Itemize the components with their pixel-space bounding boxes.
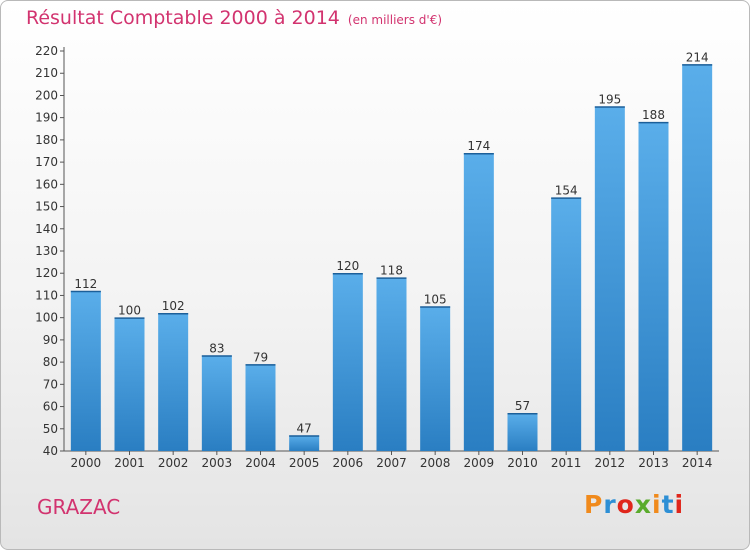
bar	[594, 106, 625, 452]
x-tick-label: 2003	[202, 456, 233, 470]
town-name: GRAZAC	[37, 495, 121, 519]
y-tick-label: 170	[35, 155, 58, 169]
bar	[420, 306, 451, 451]
chart-unit: (en milliers d'€)	[347, 13, 443, 27]
bar	[551, 197, 582, 451]
y-tick-label: 210	[35, 66, 58, 80]
bar	[376, 277, 407, 451]
bar-value-label: 47	[297, 421, 312, 435]
y-tick-label: 70	[43, 377, 58, 391]
x-tick-label: 2008	[420, 456, 451, 470]
x-tick-label: 2007	[376, 456, 407, 470]
bar-value-label: 57	[515, 399, 530, 413]
bar	[638, 122, 669, 451]
bar-value-label: 214	[686, 50, 709, 64]
logo-letter: i	[674, 490, 685, 519]
y-tick-label: 180	[35, 133, 58, 147]
x-tick-label: 2010	[507, 456, 538, 470]
x-tick-label: 2001	[114, 456, 145, 470]
y-tick-label: 140	[35, 222, 58, 236]
bar-value-label: 195	[598, 93, 621, 107]
y-tick-label: 160	[35, 177, 58, 191]
bar	[289, 435, 320, 451]
bar-value-label: 118	[380, 264, 403, 278]
bar-value-label: 83	[209, 341, 224, 355]
y-tick-label: 130	[35, 244, 58, 258]
y-tick-label: 50	[43, 422, 58, 436]
bar	[507, 413, 538, 451]
bar	[463, 153, 494, 451]
x-tick-label: 2011	[551, 456, 582, 470]
x-tick-label: 2014	[682, 456, 713, 470]
chart-title-line: Résultat Comptable 2000 à 2014 (en millie…	[26, 7, 442, 29]
bar	[332, 273, 363, 451]
logo-letter: x	[634, 490, 652, 519]
bar-value-label: 120	[336, 259, 359, 273]
bar-value-label: 100	[118, 304, 141, 318]
y-tick-label: 220	[35, 44, 58, 58]
y-tick-label: 110	[35, 288, 58, 302]
x-tick-label: 2009	[464, 456, 495, 470]
logo-letter: i	[652, 490, 662, 519]
bar	[70, 291, 101, 451]
y-tick-label: 200	[35, 88, 58, 102]
chart-title: Résultat Comptable 2000 à 2014	[26, 7, 340, 29]
x-tick-label: 2013	[638, 456, 669, 470]
x-tick-label: 2000	[71, 456, 102, 470]
logo-letter: P	[584, 490, 604, 519]
bar	[158, 313, 189, 451]
proxiti-logo[interactable]: Proxiti	[584, 490, 684, 519]
bar	[245, 364, 276, 451]
logo-letter: t	[661, 490, 675, 519]
x-tick-label: 2005	[289, 456, 320, 470]
bar-value-label: 154	[555, 184, 578, 198]
bar-value-label: 105	[424, 293, 447, 307]
logo-letter: o	[616, 490, 635, 519]
bar-value-label: 79	[253, 350, 268, 364]
bar-value-label: 102	[162, 299, 185, 313]
x-tick-label: 2004	[245, 456, 276, 470]
logo-letter: r	[603, 490, 617, 519]
y-tick-label: 150	[35, 200, 58, 214]
bar	[114, 317, 145, 451]
bar-value-label: 174	[467, 139, 490, 153]
bar-value-label: 188	[642, 108, 665, 122]
y-tick-label: 100	[35, 311, 58, 325]
y-tick-label: 60	[43, 400, 58, 414]
bar	[682, 64, 713, 452]
y-tick-label: 90	[43, 333, 58, 347]
x-tick-label: 2002	[158, 456, 189, 470]
y-tick-label: 190	[35, 111, 58, 125]
bar-value-label: 112	[74, 277, 97, 291]
y-tick-label: 120	[35, 266, 58, 280]
x-tick-label: 2012	[595, 456, 626, 470]
bar	[201, 355, 232, 451]
x-tick-label: 2006	[333, 456, 364, 470]
y-tick-label: 40	[43, 444, 58, 458]
y-tick-label: 80	[43, 355, 58, 369]
